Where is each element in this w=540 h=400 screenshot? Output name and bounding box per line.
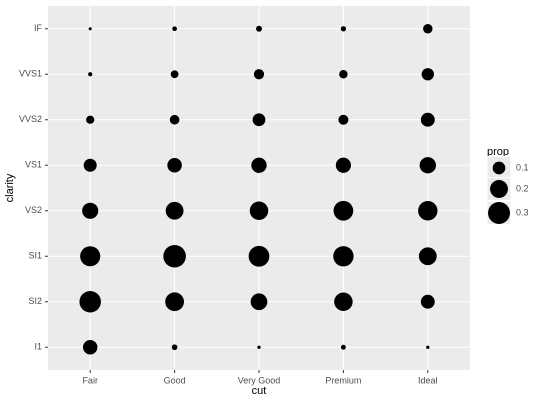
legend-title: prop	[487, 146, 509, 158]
point	[426, 345, 430, 349]
point	[251, 157, 267, 173]
point	[248, 245, 270, 267]
legend-label: 0.1	[516, 162, 529, 172]
y-axis-title: clarity	[4, 173, 16, 202]
point	[82, 340, 98, 355]
point	[256, 25, 262, 32]
point	[421, 68, 434, 81]
legend-point	[490, 180, 508, 198]
x-tick-label: Very Good	[238, 375, 281, 385]
point	[418, 247, 437, 266]
y-tick-label: VS1	[25, 160, 42, 170]
point	[169, 114, 180, 125]
point	[83, 158, 97, 172]
point	[333, 200, 354, 221]
legend-label: 0.2	[516, 183, 529, 193]
y-tick-label: SI2	[28, 296, 42, 306]
point	[165, 292, 184, 312]
point	[334, 292, 353, 312]
point	[80, 246, 101, 267]
y-tick-label: VS2	[25, 205, 42, 215]
point	[423, 24, 433, 34]
point	[335, 157, 351, 173]
point	[419, 157, 436, 174]
point	[172, 26, 177, 32]
point	[79, 290, 101, 313]
point	[86, 115, 95, 124]
point	[167, 157, 182, 173]
legend-label: 0.3	[516, 207, 529, 217]
y-tick-label: VVS1	[19, 69, 42, 79]
point	[165, 201, 184, 220]
point	[82, 202, 99, 219]
legend-point	[488, 202, 510, 224]
x-tick-label: Good	[164, 375, 186, 385]
point	[340, 344, 346, 350]
point	[88, 72, 93, 77]
y-tick-label: I1	[34, 342, 42, 352]
legend-point	[492, 161, 506, 175]
point	[253, 69, 265, 80]
x-tick-label: Premium	[325, 375, 361, 385]
point	[252, 113, 266, 127]
point	[163, 244, 186, 268]
point	[338, 114, 349, 125]
y-tick-label: SI1	[28, 251, 42, 261]
point	[333, 246, 354, 267]
point	[339, 70, 348, 79]
x-axis-title: cut	[252, 385, 267, 397]
point	[250, 293, 268, 311]
point	[257, 345, 261, 349]
x-tick-label: Fair	[82, 375, 98, 385]
point	[170, 70, 179, 79]
point	[420, 112, 435, 127]
point	[418, 201, 438, 221]
y-tick-label: VVS2	[19, 114, 42, 124]
point	[88, 27, 92, 31]
point	[420, 294, 435, 309]
x-tick-label: Ideal	[418, 375, 438, 385]
point	[340, 26, 347, 32]
y-tick-label: IF	[34, 23, 43, 33]
point	[249, 201, 269, 221]
point	[171, 344, 178, 351]
